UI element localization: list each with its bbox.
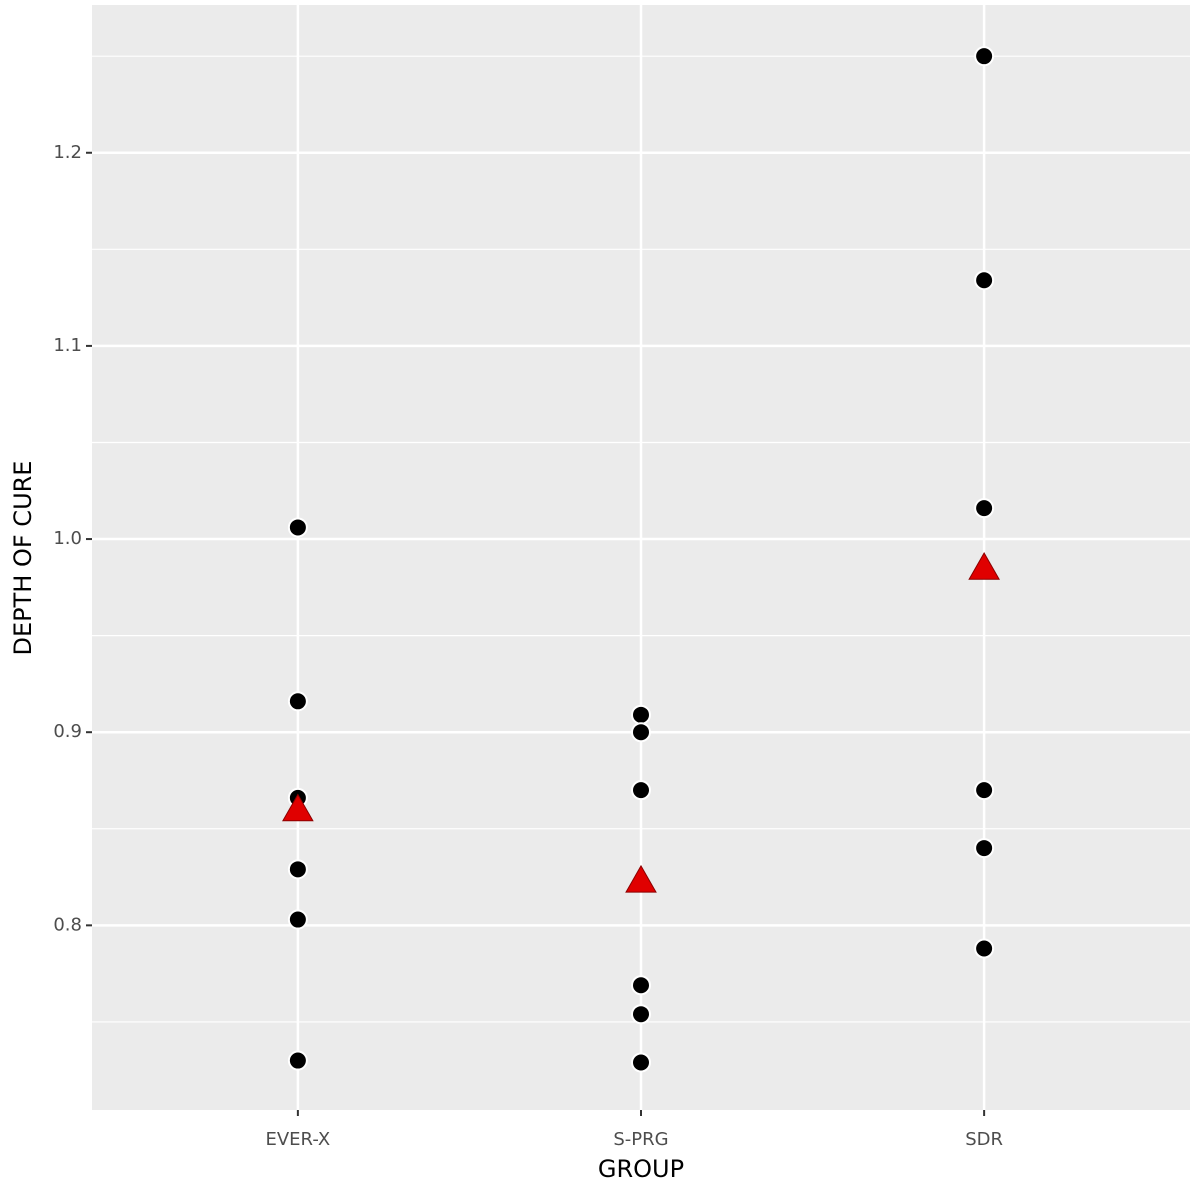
- data-point: [287, 859, 308, 880]
- data-point: [287, 691, 308, 712]
- x-axis-title: GROUP: [598, 1155, 684, 1183]
- data-point: [287, 1050, 308, 1071]
- data-point: [631, 704, 651, 725]
- data-point: [287, 909, 308, 930]
- data-point: [974, 498, 995, 519]
- data-point: [631, 722, 651, 743]
- mean-marker: [625, 864, 657, 893]
- x-tick-label: SDR: [965, 1129, 1003, 1150]
- y-tick-label: 1.2: [53, 142, 82, 163]
- data-point: [631, 1004, 651, 1025]
- y-axis-title: DEPTH OF CURE: [9, 461, 37, 656]
- mean-marker: [968, 552, 1000, 580]
- data-point: [974, 270, 995, 291]
- y-tick-label: 0.8: [53, 914, 82, 935]
- y-tick-label: 0.9: [53, 721, 82, 742]
- y-tick-label: 1.0: [53, 528, 82, 549]
- data-point: [974, 46, 995, 67]
- y-tick-label: 1.1: [53, 335, 82, 356]
- data-point: [631, 975, 651, 996]
- data-point: [631, 780, 651, 801]
- x-tick-label: EVER-X: [265, 1129, 330, 1150]
- data-point: [974, 938, 995, 959]
- data-point: [974, 780, 995, 801]
- mean-marker: [282, 793, 314, 822]
- data-point: [631, 1052, 651, 1073]
- data-point: [287, 517, 308, 538]
- x-tick-label: S-PRG: [613, 1129, 668, 1150]
- data-point: [974, 838, 995, 859]
